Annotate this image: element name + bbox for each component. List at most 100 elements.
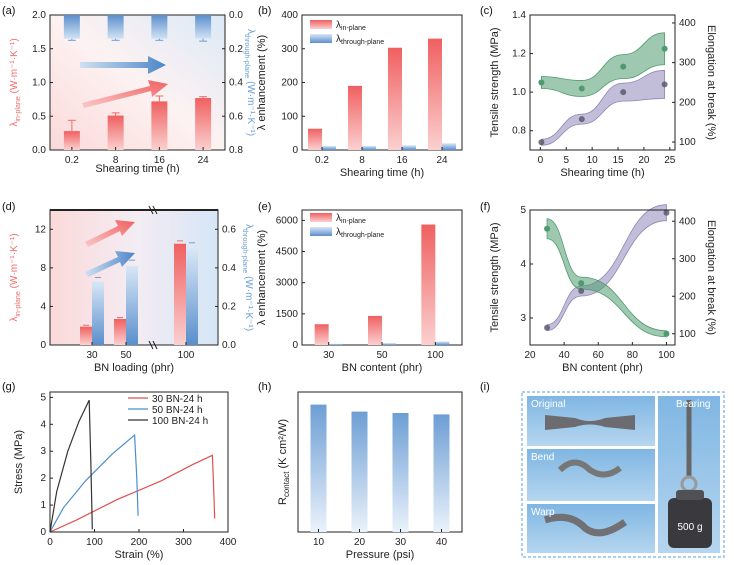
- axis-break-top-d: [148, 205, 158, 215]
- bar-h: [392, 413, 409, 532]
- y-tick-c: 1.0: [512, 87, 526, 98]
- y-tick-b: 200: [281, 78, 298, 89]
- y2-tick-f: 300: [679, 254, 696, 265]
- bar-e-inplane: [314, 324, 329, 345]
- bar-b-inplane: [428, 38, 442, 150]
- panel-label-h: (h): [258, 381, 271, 393]
- y-tick-d: 12: [35, 224, 47, 235]
- x-tick-a: 16: [154, 155, 166, 166]
- legend-e-throughplane: λthrough-plane: [336, 227, 384, 239]
- y-label-a-text: λin-plane (W·m⁻¹·K⁻¹): [9, 38, 22, 126]
- bar-e-inplane: [368, 315, 382, 345]
- y-tick-f: 4: [520, 259, 526, 270]
- point-c-strength: [578, 116, 585, 123]
- y-tick-e: 4500: [276, 247, 299, 258]
- legend-swatch-e-throughplane: [310, 227, 332, 236]
- x-tick-h: 20: [354, 537, 366, 548]
- legend-label-g-2: 100 BN-24 h: [152, 416, 208, 427]
- panel-label-i: (i): [480, 381, 490, 393]
- bar-h: [433, 414, 450, 532]
- bar-d-throughplane: [92, 281, 104, 345]
- x-tick-d: 50: [120, 350, 132, 361]
- x-tick-a: 0.2: [65, 155, 79, 166]
- point-c-elongation: [578, 85, 585, 92]
- x-tick-e: 30: [323, 350, 335, 361]
- y-label-d: λin-plane (W·m⁻¹·K⁻¹): [9, 233, 22, 321]
- x-tick-e: 50: [376, 350, 388, 361]
- chart-c: 0 5 10 15 20 25 0.8 1.0 1.2 1.4 100 200 300 400 Sheari…: [489, 10, 717, 179]
- y-label-c: Tensile strength (MPa): [489, 27, 501, 137]
- y2-label-d: λthrough-plane (W·m⁻¹·K⁻¹): [241, 224, 254, 331]
- x-tick-c: 20: [638, 155, 650, 166]
- panel-label-f: (f): [480, 201, 490, 213]
- bar-d-throughplane: [126, 265, 138, 345]
- bar-b-throughplane: [442, 143, 456, 150]
- sample-strip-original: [545, 415, 635, 430]
- x-tick-c: 15: [612, 155, 624, 166]
- sample-strip-bend: [557, 459, 622, 478]
- bar-a-inplane: [63, 131, 80, 150]
- y-tick-f: 5: [520, 205, 526, 216]
- x-tick-b: 24: [436, 155, 448, 166]
- legend-label-g-1: 50 BN-24 h: [152, 405, 203, 416]
- point-c-elongation: [620, 63, 627, 70]
- chart-h: 10 20 30 40 Pressure (psi) Rcontact (K cm²/W): [277, 391, 463, 561]
- legend-label-g-0: 30 BN-24 h: [152, 394, 203, 405]
- x-tick-c: 25: [664, 155, 676, 166]
- photo-collage: Original Bend Warp Bearing 500 g: [521, 391, 725, 558]
- bar-a-throughplane: [107, 15, 124, 39]
- y2-tick-f: 200: [679, 291, 696, 302]
- bar-b-throughplane: [362, 145, 376, 150]
- y-tick-a: 2.0: [32, 10, 46, 21]
- panel-label-e: (e): [258, 201, 271, 213]
- y2-label-c: Elongation at break (%): [705, 25, 717, 140]
- y-tick-c: 1.4: [512, 10, 526, 21]
- y2-tick-c: 100: [679, 137, 696, 148]
- y2-label-a-text: λthrough-plane (W·m⁻¹·K⁻¹): [243, 29, 256, 136]
- y2-tick-d: 0.2: [222, 301, 236, 312]
- y-tick-d: 4: [40, 301, 46, 312]
- bar-b-inplane: [388, 47, 402, 150]
- y2-tick-a: 0.0: [229, 10, 243, 21]
- y-tick-b: 0: [292, 145, 298, 156]
- photo-label-warp: Warp: [531, 507, 555, 518]
- x-tick-e: 100: [427, 350, 444, 361]
- bar-d-inplane: [80, 326, 92, 345]
- y-tick-g: 0: [40, 527, 46, 538]
- legend-swatch-e-inplane: [310, 213, 332, 222]
- weight-top: [676, 490, 704, 500]
- chart-a: 0.2 8 16 24 0.0 0.5 1.0 1.5 2.0 0.0 0.2 0.4 0.6 0.8 Sh…: [9, 10, 256, 175]
- x-tick-g: 0: [47, 537, 53, 548]
- bar-b-throughplane: [402, 145, 416, 150]
- point-f-elongation: [544, 225, 551, 232]
- y-tick-b: 100: [281, 111, 298, 122]
- x-label-h: Pressure (psi): [346, 549, 414, 561]
- y-tick-c: 0.8: [512, 126, 526, 137]
- y-tick-e: 0: [292, 340, 298, 351]
- x-tick-d: 30: [86, 350, 98, 361]
- y2-tick-f: 100: [679, 329, 696, 340]
- axis-break-bottom-d: [148, 340, 158, 350]
- y-label-f: Tensile strength (MPa): [489, 222, 501, 332]
- axes-frame-c: [529, 14, 676, 151]
- bar-b-inplane: [348, 85, 362, 150]
- x-tick-h: 10: [313, 537, 325, 548]
- y2-tick-a: 0.6: [229, 111, 243, 122]
- y2-tick-d: 0.0: [222, 340, 236, 351]
- legend-b-inplane: λin-plane: [336, 20, 366, 32]
- x-label-f: BN content (phr): [562, 362, 643, 374]
- y2-tick-c: 200: [679, 97, 696, 108]
- x-tick-g: 300: [175, 537, 192, 548]
- trend-arrow-red: [82, 80, 168, 108]
- x-label-b: Shearing time (h): [340, 167, 424, 179]
- x-tick-c: 10: [587, 155, 599, 166]
- bar-a-inplane: [195, 98, 212, 150]
- y-tick-a: 1.0: [32, 78, 46, 89]
- photo-label-original: Original: [531, 399, 565, 410]
- bar-e-throughplane: [382, 343, 396, 345]
- x-tick-b: 0.2: [315, 155, 329, 166]
- panel-label-c: (c): [480, 5, 493, 17]
- y2-tick-c: 400: [679, 18, 696, 29]
- x-tick-b: 16: [396, 155, 408, 166]
- y2-tick-c: 300: [679, 58, 696, 69]
